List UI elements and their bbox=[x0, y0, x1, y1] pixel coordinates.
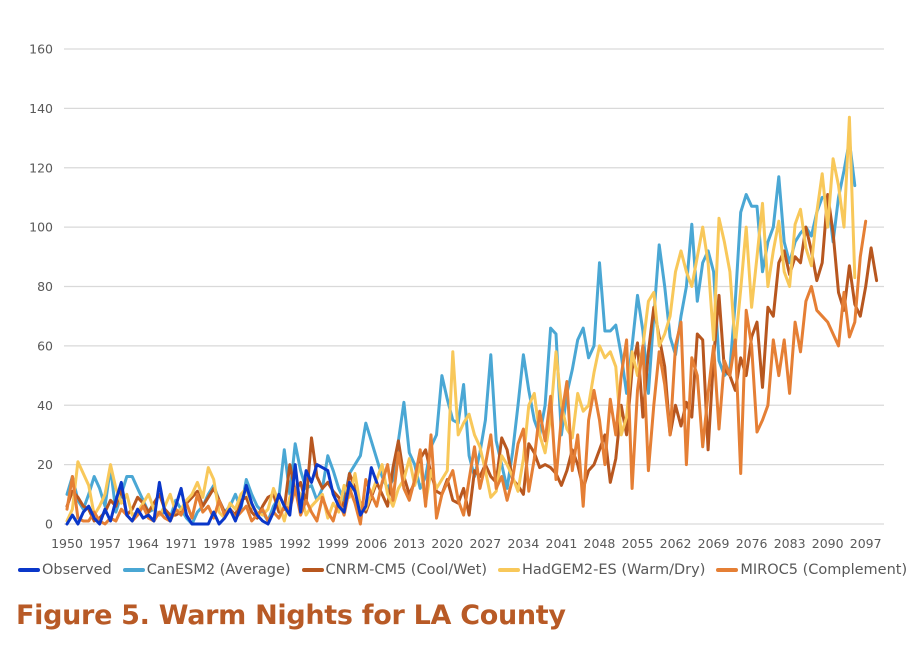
x-tick-label: 1999 bbox=[317, 536, 349, 551]
x-tick-label: 2034 bbox=[507, 536, 539, 551]
series-line-observed bbox=[65, 463, 379, 526]
x-tick-label: 1964 bbox=[127, 536, 159, 551]
legend-item-cnrm-cm5: CNRM-CM5 (Cool/Wet) bbox=[301, 562, 487, 578]
x-tick-label: 1985 bbox=[241, 536, 273, 551]
x-tick-label: 2006 bbox=[355, 536, 387, 551]
legend-label-canesm2: CanESM2 (Average) bbox=[146, 562, 291, 578]
x-tick-label: 2069 bbox=[698, 536, 730, 551]
x-tick-label: 2048 bbox=[584, 536, 616, 551]
series-line-cnrm-cm5-cool-wet bbox=[65, 193, 879, 523]
x-tick-label: 2090 bbox=[812, 536, 844, 551]
y-axis-tick-labels: 0 20 40 60 80 100 120 140 160 bbox=[29, 42, 53, 532]
legend-swatch-cnrm-cm5 bbox=[301, 568, 324, 572]
legend-label-observed: Observed bbox=[42, 562, 112, 578]
legend-item-miroc5: MIROC5 (Complement) bbox=[716, 562, 907, 578]
legend-item-observed: Observed bbox=[18, 562, 112, 578]
series-lines bbox=[65, 115, 879, 526]
y-tick-label: 160 bbox=[29, 42, 53, 57]
series-line-hadgem2-es-warm-dry bbox=[65, 115, 857, 523]
x-tick-label: 2055 bbox=[622, 536, 654, 551]
x-tick-label: 2076 bbox=[736, 536, 768, 551]
y-tick-label: 100 bbox=[29, 220, 53, 235]
gridlines bbox=[64, 48, 884, 525]
x-tick-label: 1971 bbox=[165, 536, 197, 551]
x-tick-label: 1950 bbox=[51, 536, 83, 551]
y-tick-label: 40 bbox=[37, 398, 53, 413]
legend-swatch-canesm2 bbox=[122, 568, 145, 572]
x-tick-label: 1957 bbox=[89, 536, 121, 551]
x-tick-label: 2041 bbox=[546, 536, 578, 551]
legend-item-hadgem2-es: HadGEM2-ES (Warm/Dry) bbox=[498, 562, 705, 578]
y-tick-label: 0 bbox=[45, 517, 53, 532]
x-tick-label: 2027 bbox=[469, 536, 501, 551]
x-tick-label: 1978 bbox=[203, 536, 235, 551]
legend-swatch-miroc5 bbox=[716, 568, 739, 572]
legend-swatch-hadgem2-es bbox=[498, 568, 520, 572]
legend-label-miroc5: MIROC5 (Complement) bbox=[740, 562, 908, 578]
y-tick-label: 140 bbox=[29, 101, 53, 116]
x-tick-label: 2013 bbox=[393, 536, 425, 551]
series-line-miroc5-complement bbox=[65, 219, 868, 526]
legend-label-cnrm-cm5: CNRM-CM5 (Cool/Wet) bbox=[325, 562, 487, 578]
legend-swatch-observed bbox=[18, 568, 40, 572]
x-tick-label: 1992 bbox=[279, 536, 311, 551]
x-axis-tick-labels: 1950 1957 1964 1971 1978 1985 1992 1999 2006 2013… bbox=[51, 536, 882, 551]
x-tick-label: 2083 bbox=[774, 536, 806, 551]
chart-legend: Observed CanESM2 (Average) CNRM-CM5 (Coo… bbox=[18, 562, 914, 578]
figure-title: Figure 5. Warm Nights for LA County bbox=[16, 600, 566, 631]
y-tick-label: 60 bbox=[37, 338, 53, 353]
legend-label-hadgem2-es: HadGEM2-ES (Warm/Dry) bbox=[522, 562, 706, 578]
x-tick-label: 2020 bbox=[431, 536, 463, 551]
y-tick-label: 20 bbox=[37, 457, 53, 472]
x-tick-label: 2062 bbox=[660, 536, 692, 551]
x-tick-label: 2097 bbox=[850, 536, 882, 551]
legend-item-canesm2: CanESM2 (Average) bbox=[122, 562, 291, 578]
y-tick-label: 120 bbox=[29, 160, 53, 175]
y-tick-label: 80 bbox=[37, 279, 53, 294]
